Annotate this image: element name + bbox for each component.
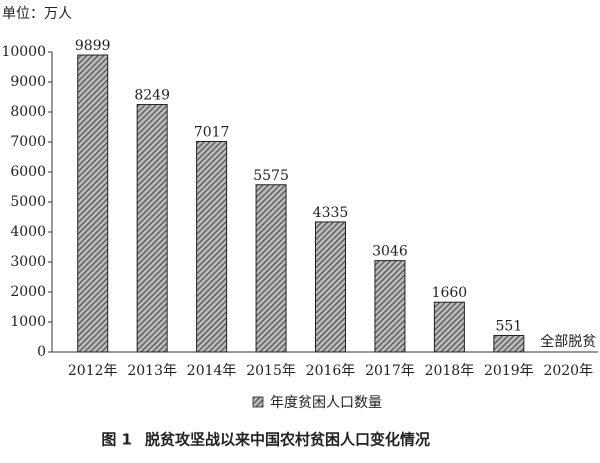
- bar: [493, 334, 525, 353]
- value-label: 3046: [372, 244, 408, 260]
- bar: [433, 301, 465, 353]
- y-tick-label: 2000: [10, 284, 46, 300]
- value-label: 8249: [134, 88, 170, 104]
- chart-title: 脱贫攻坚战以来中国农村贫困人口变化情况: [145, 431, 430, 449]
- x-tick-label: 2017年: [365, 363, 415, 379]
- y-tick-label: 8000: [10, 104, 46, 120]
- x-tick-label: 2014年: [187, 363, 237, 379]
- y-tick-label: 9000: [10, 74, 46, 90]
- bar: [77, 54, 109, 353]
- x-tick-label: 2015年: [246, 363, 296, 379]
- value-label: 551: [495, 318, 522, 334]
- x-tick-label: 2012年: [68, 363, 118, 379]
- figure-label: 图 1: [101, 431, 132, 449]
- bar: [315, 221, 346, 353]
- annotation: 全部脱贫: [540, 333, 596, 350]
- bar: [196, 140, 228, 353]
- legend-label: 年度贫困人口数量: [270, 395, 382, 411]
- value-label: 5575: [253, 168, 289, 184]
- x-tick-label: 2019年: [484, 363, 534, 379]
- x-tick-label: 2020年: [543, 363, 593, 379]
- value-label: 7017: [194, 124, 230, 140]
- y-tick-label: 4000: [10, 224, 46, 240]
- unit-label: 单位：万人: [2, 6, 72, 22]
- x-tick-label: 2018年: [425, 363, 475, 379]
- y-tick-label: 1000: [10, 314, 46, 330]
- y-tick-label: 3000: [10, 254, 46, 270]
- bar: [255, 184, 287, 353]
- value-label: 4335: [313, 205, 349, 221]
- y-tick-label: 5000: [10, 194, 46, 210]
- bar: [374, 260, 406, 353]
- value-label: 1660: [432, 285, 468, 301]
- x-tick-label: 2013年: [127, 363, 177, 379]
- y-tick-label: 7000: [10, 134, 46, 150]
- value-label: 9899: [75, 38, 111, 54]
- y-tick-label: 0: [37, 344, 46, 360]
- bar: [136, 104, 168, 353]
- y-tick-label: 6000: [10, 164, 46, 180]
- legend-swatch: [252, 396, 264, 408]
- x-tick-label: 2016年: [306, 363, 356, 379]
- y-tick-label: 10000: [1, 44, 46, 60]
